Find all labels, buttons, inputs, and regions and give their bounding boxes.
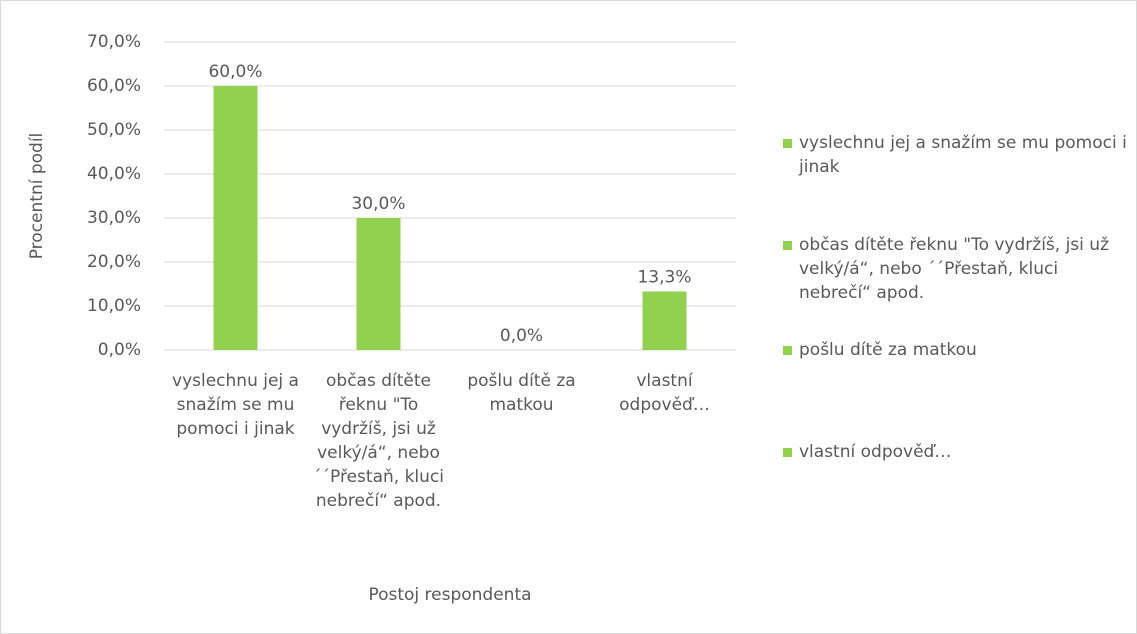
legend-label: vlastní odpověď…	[799, 442, 952, 462]
legend-label: pošlu dítě za matkou	[799, 340, 977, 360]
bar	[213, 86, 258, 350]
legend-swatch	[783, 139, 792, 148]
legend-swatch	[783, 241, 792, 250]
legend-entry: občas dítěte řeknu "To vydržíš, jsi už v…	[783, 233, 1134, 305]
x-axis-title: Postoj respondenta	[368, 585, 531, 605]
data-label: 13,3%	[637, 267, 691, 287]
legend-label: občas dítěte řeknu "To vydržíš, jsi už v…	[799, 235, 1109, 303]
data-label: 60,0%	[208, 62, 262, 82]
y-tick-label: 40,0%	[87, 164, 141, 184]
y-tick-label: 20,0%	[87, 252, 141, 272]
legend-swatch	[783, 448, 792, 457]
legend-entry: vlastní odpověď…	[783, 440, 1134, 464]
x-tick-label: vlastní odpověď…	[619, 371, 710, 415]
data-label: 30,0%	[351, 194, 405, 214]
y-tick-label: 30,0%	[87, 208, 141, 228]
legend-label: vyslechnu jej a snažím se mu pomoci i ji…	[799, 133, 1127, 177]
y-tick-label: 50,0%	[87, 120, 141, 140]
x-tick-label: pošlu dítě za matkou	[467, 371, 576, 415]
y-axis-title: Procentní podíl	[27, 133, 47, 260]
y-tick-label: 10,0%	[87, 296, 141, 316]
y-tick-label: 70,0%	[87, 32, 141, 52]
legend-entry: vyslechnu jej a snažím se mu pomoci i ji…	[783, 131, 1134, 179]
y-tick-label: 0,0%	[98, 340, 141, 360]
legend-entry: pošlu dítě za matkou	[783, 338, 1134, 362]
x-tick-label: občas dítěte řeknu "To vydržíš, jsi už v…	[313, 371, 444, 511]
data-label: 0,0%	[500, 326, 543, 346]
legend-swatch	[783, 346, 792, 355]
x-tick-label: vyslechnu jej a snažím se mu pomoci i ji…	[172, 371, 299, 439]
y-tick-label: 60,0%	[87, 76, 141, 96]
bar	[642, 291, 687, 350]
bar	[356, 218, 401, 350]
